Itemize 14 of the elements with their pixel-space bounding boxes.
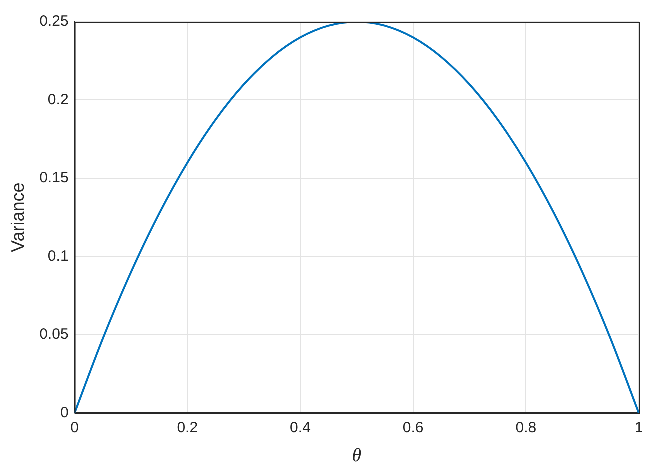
y-tick-label: 0.15 xyxy=(40,170,69,187)
x-tick-label: 0.8 xyxy=(516,419,537,436)
y-tick-label: 0.2 xyxy=(48,91,69,108)
y-tick-label: 0.1 xyxy=(48,248,69,265)
x-tick-label: 0.2 xyxy=(177,419,198,436)
y-tick-label: 0.25 xyxy=(40,13,69,30)
y-tick-label: 0.05 xyxy=(40,326,69,344)
y-tick-label: 0 xyxy=(60,404,69,422)
y-axis-title: Variance xyxy=(8,182,28,252)
x-axis-title: θ xyxy=(352,446,362,467)
x-tick-label: 0.4 xyxy=(290,419,311,436)
x-tick-label: 0.6 xyxy=(402,419,424,436)
x-tick-label: 1 xyxy=(634,419,644,436)
line-series xyxy=(74,22,639,414)
